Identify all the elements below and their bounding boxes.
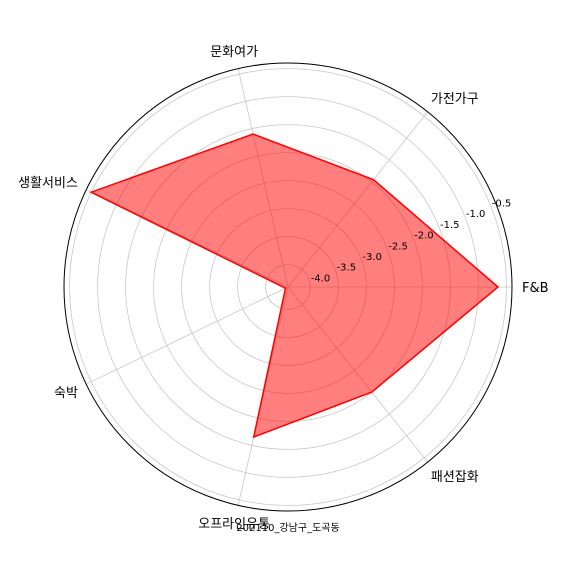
category-label: 숙박: [54, 386, 78, 401]
radial-tick-labels: -4.0 -3.5 -3.0 -2.5 -2.0 -1.5 -1.0 -0.5: [311, 198, 512, 284]
radial-tick-label: -2.5: [388, 241, 408, 252]
category-label: F&B: [522, 281, 549, 296]
radial-tick-label: -4.0: [311, 273, 331, 284]
category-label: 가전가구: [431, 92, 479, 107]
radial-tick-label: -1.0: [466, 209, 486, 220]
category-label: 문화여가: [210, 45, 258, 60]
radial-tick-label: -0.5: [492, 198, 512, 209]
category-label: 생활서비스: [18, 176, 78, 191]
radial-tick-label: -2.0: [414, 231, 434, 242]
radial-tick-label: -3.5: [337, 263, 357, 274]
category-label: 오프라인유통: [198, 517, 270, 532]
angular-grid-line: [86, 286, 289, 385]
radial-tick-label: -1.5: [440, 220, 460, 231]
frame-layer: [63, 62, 513, 512]
series-layer: [89, 133, 500, 439]
series-area: [89, 133, 500, 439]
radial-tick-label: -3.0: [362, 252, 382, 263]
chart-footer-label: 202110_강남구_도곡동: [236, 522, 339, 534]
polar-frame: [63, 62, 513, 512]
category-label: 패션잡화: [431, 470, 479, 485]
